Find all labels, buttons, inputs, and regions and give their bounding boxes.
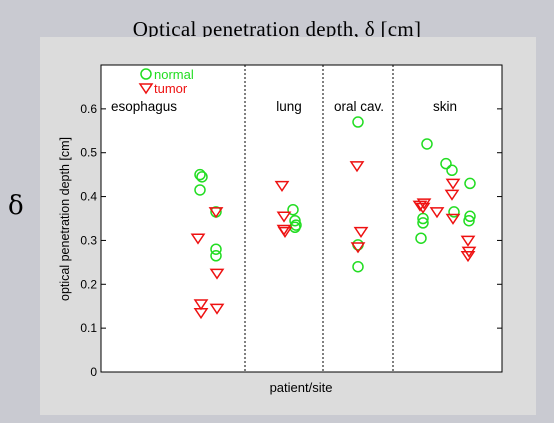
data-point-normal [446,164,458,177]
data-point-tumor [460,251,476,263]
y-tick-label: 0.5 [80,146,97,160]
data-point-tumor [415,202,431,214]
data-point-normal [196,171,208,183]
data-point-normal [421,138,433,150]
plot-area [100,64,503,373]
data-point-normal [287,203,299,216]
data-point-tumor [193,308,209,320]
data-point-tumor [460,235,476,247]
data-point-normal [463,214,475,227]
data-point-tumor [445,178,461,190]
data-point-normal [352,260,364,273]
data-point-normal [448,206,460,218]
group-label: esophagus [111,99,177,114]
data-point-normal [417,217,429,229]
data-point-normal [194,168,206,181]
data-point-tumor [276,211,292,223]
data-point-normal [415,232,427,244]
data-point-normal [210,250,222,262]
data-point-tumor [208,207,224,219]
group-labels: esophagus lung oral cav. skin [111,99,457,114]
data-point-tumor [349,161,365,173]
chart-panel: 0 0.1 0.2 0.3 0.4 0.5 0.6 esophagus lung oral ca… [40,37,536,415]
legend-marker-normal [140,68,152,80]
legend-label-normal: normal [154,67,194,82]
y-axis-label: optical penetration depth [cm] [58,137,72,301]
y-tick-label: 0.6 [80,102,97,116]
y-tick-label: 0.3 [80,233,97,247]
scatter-chart: 0 0.1 0.2 0.3 0.4 0.5 0.6 esophagus lung oral ca… [58,64,503,395]
data-point-normal [194,184,206,196]
data-point-tumor [429,207,445,219]
data-point-tumor [445,213,461,225]
data-point-tumor [190,233,206,245]
data-point-normal [289,214,301,227]
data-points [190,116,477,320]
data-point-normal [464,210,476,223]
data-point-tumor [274,180,290,192]
delta-symbol: δ [8,191,24,221]
x-axis-label: patient/site [270,380,333,395]
data-point-normal [210,243,222,255]
group-dividers [244,65,394,372]
data-point-normal [352,116,364,128]
data-point-tumor [444,189,460,201]
group-label: oral cav. [334,99,384,114]
y-tick-label: 0.4 [80,190,97,204]
data-point-tumor [353,226,369,239]
group-label: lung [276,99,302,114]
y-tick-label: 0.2 [80,277,97,291]
y-tick-label: 0 [90,365,97,379]
group-label: skin [433,99,457,114]
data-point-tumor [277,226,293,239]
data-point-tumor [350,242,366,254]
data-point-tumor [209,303,225,315]
legend-marker-tumor [138,83,154,95]
data-point-normal [440,157,452,170]
data-point-tumor [412,200,428,212]
data-point-normal [464,177,476,190]
y-tick-label: 0.1 [80,321,97,335]
y-axis: 0 0.1 0.2 0.3 0.4 0.5 0.6 [80,102,502,379]
data-point-tumor [193,299,209,311]
data-point-tumor [209,268,225,280]
legend-label-tumor: tumor [154,81,188,96]
